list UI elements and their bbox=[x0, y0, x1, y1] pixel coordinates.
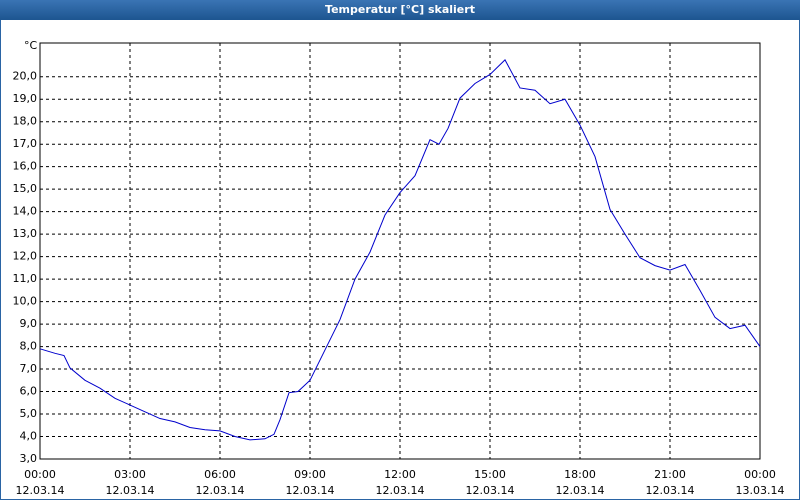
y-tick-label: 15,0 bbox=[13, 182, 38, 195]
x-tick-label: 00:00 bbox=[744, 468, 776, 481]
chart-title: Temperatur [°C] skaliert bbox=[325, 3, 475, 16]
y-tick-label: 4,0 bbox=[20, 430, 38, 443]
x-tick-label: 18:00 bbox=[564, 468, 596, 481]
y-tick-label: 10,0 bbox=[13, 295, 38, 308]
y-tick-label: 9,0 bbox=[20, 317, 38, 330]
x-tick-date: 12.03.14 bbox=[16, 484, 65, 497]
x-tick-date: 12.03.14 bbox=[466, 484, 515, 497]
x-tick-date: 12.03.14 bbox=[286, 484, 335, 497]
y-axis-label: °C bbox=[24, 39, 38, 52]
y-tick-label: 19,0 bbox=[13, 92, 38, 105]
title-bar bbox=[0, 0, 800, 20]
x-tick-date: 12.03.14 bbox=[196, 484, 245, 497]
y-tick-label: 8,0 bbox=[20, 340, 38, 353]
y-tick-label: 13,0 bbox=[13, 227, 38, 240]
y-tick-label: 11,0 bbox=[13, 272, 38, 285]
y-tick-label: 17,0 bbox=[13, 137, 38, 150]
y-tick-label: 5,0 bbox=[20, 407, 38, 420]
y-tick-label: 20,0 bbox=[13, 70, 38, 83]
y-tick-label: 14,0 bbox=[13, 205, 38, 218]
x-tick-label: 15:00 bbox=[474, 468, 506, 481]
y-tick-label: 16,0 bbox=[13, 160, 38, 173]
y-tick-label: 18,0 bbox=[13, 115, 38, 128]
x-tick-date: 12.03.14 bbox=[376, 484, 425, 497]
plot-frame bbox=[39, 42, 761, 460]
y-tick-label: 6,0 bbox=[20, 385, 38, 398]
x-tick-date: 12.03.14 bbox=[106, 484, 155, 497]
x-tick-label: 00:00 bbox=[24, 468, 56, 481]
x-tick-label: 03:00 bbox=[114, 468, 146, 481]
x-tick-date: 13.03.14 bbox=[736, 484, 785, 497]
x-tick-label: 12:00 bbox=[384, 468, 416, 481]
x-tick-label: 09:00 bbox=[294, 468, 326, 481]
y-tick-label: 12,0 bbox=[13, 250, 38, 263]
x-tick-date: 12.03.14 bbox=[556, 484, 605, 497]
x-tick-label: 06:00 bbox=[204, 468, 236, 481]
y-tick-label: 7,0 bbox=[20, 362, 38, 375]
line-series bbox=[39, 59, 761, 441]
x-tick-label: 21:00 bbox=[654, 468, 686, 481]
y-tick-label: 3,0 bbox=[20, 452, 38, 465]
x-tick-date: 12.03.14 bbox=[646, 484, 695, 497]
